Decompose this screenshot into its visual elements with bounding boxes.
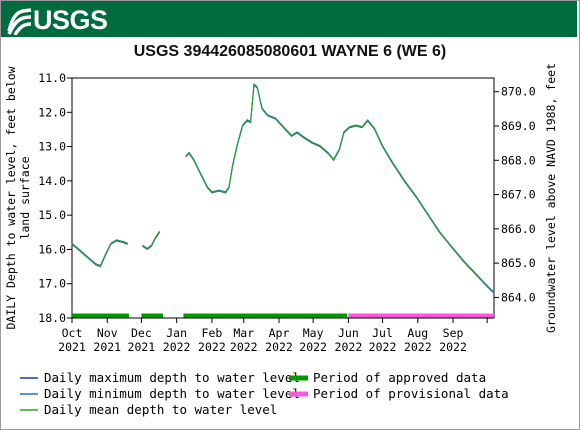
y-tick-label-2: 13.0	[38, 140, 66, 154]
y-tick-label-5: 16.0	[38, 242, 66, 256]
data-period-bars	[72, 313, 494, 318]
legend-label-min: Daily minimum depth to water level	[44, 386, 300, 401]
y-tick-label-1: 12.0	[38, 105, 66, 119]
chart-title: USGS 394426085080601 WAYNE 6 (WE 6)	[133, 43, 447, 60]
y-tick-label-3: 14.0	[38, 174, 66, 188]
x-tick-year-7: 2022	[299, 340, 327, 354]
y2-tick-label-1: 865.0	[501, 256, 536, 270]
x-tick-year-6: 2022	[265, 340, 293, 354]
y-axis-label-line1: DAILY Depth to water level, feet below	[4, 66, 18, 329]
x-tick-year-1: 2021	[93, 340, 121, 354]
y-tick-label-6: 17.0	[38, 277, 66, 291]
legend-label-max: Daily maximum depth to water level	[44, 370, 300, 385]
usgs-banner: USGS	[1, 1, 577, 37]
x-tick-year-4: 2022	[198, 340, 226, 354]
x-tick-month-8: Jun	[338, 326, 359, 340]
y-tick-label-0: 11.0	[38, 71, 66, 85]
x-tick-year-8: 2022	[335, 340, 363, 354]
period-bar-provisional-0	[348, 313, 494, 318]
series-1-segment-2	[185, 83, 494, 292]
x-tick-month-2: Dec	[131, 326, 152, 340]
x-tick-month-7: May	[303, 326, 324, 340]
series-2-segment-1	[142, 231, 161, 250]
legend-label-provisional: Period of provisional data	[313, 386, 509, 401]
y2-tick-label-5: 869.0	[501, 119, 536, 133]
series-1-segment-0	[71, 239, 128, 267]
x-tick-year-3: 2022	[163, 340, 191, 354]
x-tick-month-9: Jul	[372, 326, 393, 340]
y2-tick-label-3: 867.0	[501, 188, 536, 202]
series-2-segment-2	[185, 83, 494, 293]
x-tick-month-11: Sep	[443, 326, 464, 340]
x-tick-year-0: 2021	[58, 340, 86, 354]
x-tick-month-6: Apr	[269, 326, 290, 340]
series-lines	[71, 83, 494, 293]
x-tick-year-9: 2022	[369, 340, 397, 354]
y2-axis-label: Groundwater level above NAVD 1988, feet	[544, 63, 558, 333]
x-tick-year-11: 2022	[439, 340, 467, 354]
y-axis-right: 864.0 865.0 866.0 867.0 868.0 869.0 870.0	[494, 85, 536, 304]
period-bar-approved-0	[72, 313, 129, 318]
legend-label-approved: Period of approved data	[313, 370, 486, 385]
x-tick-year-2: 2021	[128, 340, 156, 354]
x-tick-month-4: Feb	[202, 326, 223, 340]
y-tick-label-7: 18.0	[38, 311, 66, 325]
period-bar-approved-1	[141, 313, 163, 318]
x-tick-month-0: Oct	[62, 326, 83, 340]
y2-tick-label-0: 864.0	[501, 290, 536, 304]
plot-area	[71, 77, 495, 319]
x-tick-month-3: Jan	[166, 326, 187, 340]
legend: Daily maximum depth to water level Daily…	[20, 370, 509, 417]
y2-tick-label-4: 868.0	[501, 153, 536, 167]
usgs-logo-text: USGS	[33, 5, 108, 35]
series-0-segment-0	[71, 240, 128, 268]
y-tick-label-4: 15.0	[38, 208, 66, 222]
x-tick-year-10: 2022	[404, 340, 432, 354]
x-tick-year-5: 2022	[230, 340, 258, 354]
y-axis-left: 11.0 12.0 13.0 14.0 15.0 16.0 17.0 18.0	[38, 71, 72, 325]
x-tick-month-1: Nov	[97, 326, 118, 340]
y2-tick-label-6: 870.0	[501, 85, 536, 99]
usgs-logo: USGS	[7, 5, 108, 36]
y-axis-label-line2: land surface	[18, 156, 32, 239]
x-axis: Oct2021Nov2021Dec2021Jan2022Feb2022Mar20…	[58, 318, 488, 354]
series-2-segment-0	[71, 239, 128, 267]
series-0-segment-2	[185, 84, 494, 293]
x-tick-month-5: Mar	[233, 326, 254, 340]
legend-label-mean: Daily mean depth to water level	[44, 402, 277, 417]
usgs-wave-icon	[7, 7, 32, 35]
y2-tick-label-2: 866.0	[501, 222, 536, 236]
x-tick-month-10: Aug	[407, 326, 428, 340]
period-bar-approved-2	[183, 313, 348, 318]
